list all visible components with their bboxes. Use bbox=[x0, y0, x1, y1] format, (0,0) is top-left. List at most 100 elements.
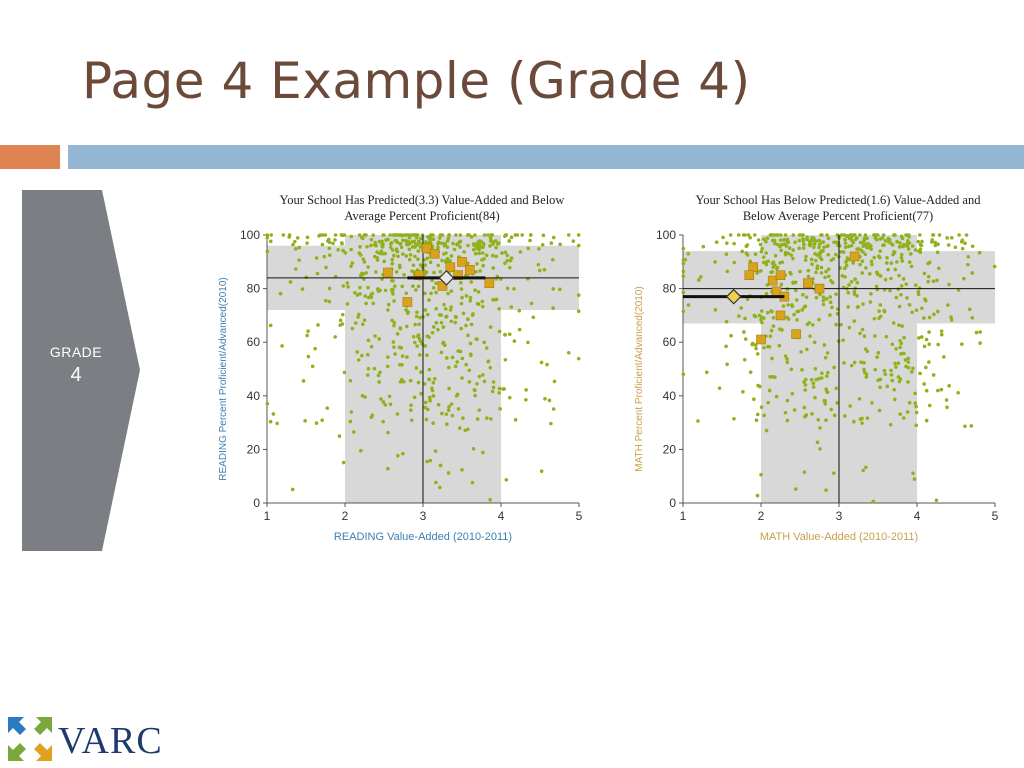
school-point bbox=[481, 450, 485, 455]
school-point bbox=[803, 414, 807, 419]
school-point bbox=[863, 243, 868, 248]
school-point bbox=[372, 254, 377, 259]
school-point bbox=[293, 239, 297, 244]
school-point bbox=[904, 282, 908, 286]
school-point bbox=[491, 385, 496, 390]
school-point bbox=[353, 290, 357, 295]
school-point bbox=[753, 233, 757, 237]
school-point bbox=[482, 340, 487, 345]
school-point bbox=[992, 264, 997, 269]
school-point bbox=[363, 395, 367, 399]
grade-label-group: GRADE 4 bbox=[22, 345, 130, 385]
school-point bbox=[349, 247, 353, 252]
school-point bbox=[843, 275, 847, 279]
school-point bbox=[436, 245, 440, 250]
school-point bbox=[819, 233, 823, 237]
y-tick-label: 40 bbox=[663, 389, 677, 403]
school-point bbox=[445, 239, 450, 243]
school-point bbox=[978, 341, 982, 345]
school-point bbox=[794, 298, 799, 302]
school-point bbox=[397, 263, 402, 268]
district-school-square bbox=[775, 270, 786, 280]
school-point bbox=[801, 292, 805, 297]
chart-title-line: Your School Has Below Predicted(1.6) Val… bbox=[696, 193, 982, 207]
school-point bbox=[872, 233, 877, 237]
school-point bbox=[576, 309, 581, 314]
school-point bbox=[404, 242, 409, 246]
school-point bbox=[790, 303, 794, 307]
school-point bbox=[481, 373, 485, 377]
school-point bbox=[898, 412, 903, 416]
school-point bbox=[576, 243, 581, 248]
school-point bbox=[732, 416, 736, 421]
school-point bbox=[342, 370, 347, 375]
school-point bbox=[826, 267, 831, 271]
school-point bbox=[846, 305, 851, 309]
school-point bbox=[291, 242, 295, 247]
school-point bbox=[360, 322, 365, 327]
school-point bbox=[416, 257, 420, 261]
school-point bbox=[278, 291, 283, 296]
school-point bbox=[434, 281, 438, 286]
school-point bbox=[801, 233, 805, 237]
school-point bbox=[475, 246, 479, 251]
school-point bbox=[934, 498, 939, 503]
school-point bbox=[771, 316, 776, 320]
school-point bbox=[505, 286, 510, 291]
x-tick-label: 3 bbox=[420, 509, 427, 523]
school-point bbox=[873, 334, 877, 338]
school-point bbox=[913, 248, 918, 252]
school-point bbox=[899, 341, 904, 346]
school-point bbox=[888, 288, 892, 293]
school-point bbox=[963, 424, 967, 429]
school-point bbox=[366, 295, 371, 300]
school-point bbox=[434, 320, 439, 325]
school-point bbox=[303, 419, 307, 423]
school-point bbox=[371, 233, 376, 237]
school-point bbox=[890, 342, 895, 347]
x-tick-label: 1 bbox=[680, 509, 687, 523]
school-point bbox=[883, 372, 888, 377]
school-point bbox=[400, 354, 405, 358]
school-point bbox=[821, 302, 826, 307]
school-point bbox=[800, 367, 804, 372]
school-point bbox=[383, 288, 388, 293]
y-tick-label: 100 bbox=[240, 228, 260, 242]
school-point bbox=[812, 242, 817, 246]
school-point bbox=[859, 248, 864, 253]
school-point bbox=[491, 297, 495, 302]
school-point bbox=[876, 254, 881, 258]
school-point bbox=[505, 253, 510, 258]
school-point bbox=[444, 412, 449, 416]
school-point bbox=[713, 260, 717, 264]
school-point bbox=[861, 468, 865, 473]
school-point bbox=[750, 342, 755, 347]
school-point bbox=[551, 257, 555, 262]
school-point bbox=[416, 333, 421, 337]
school-point bbox=[765, 310, 770, 315]
school-point bbox=[481, 304, 485, 309]
school-point bbox=[423, 405, 427, 410]
school-point bbox=[366, 373, 370, 377]
school-point bbox=[407, 257, 412, 262]
school-point bbox=[551, 287, 556, 291]
school-point bbox=[786, 317, 791, 321]
school-point bbox=[905, 410, 910, 414]
school-point bbox=[962, 276, 966, 281]
school-point bbox=[424, 240, 428, 244]
school-point bbox=[558, 287, 562, 292]
school-point bbox=[802, 405, 807, 410]
school-point bbox=[966, 254, 971, 259]
school-point bbox=[884, 334, 889, 339]
school-point bbox=[490, 389, 495, 394]
school-point bbox=[852, 419, 856, 424]
school-point bbox=[853, 237, 858, 242]
school-point bbox=[392, 299, 396, 303]
school-point bbox=[405, 324, 409, 329]
school-point bbox=[901, 244, 905, 249]
school-point bbox=[426, 312, 430, 317]
school-point bbox=[783, 354, 788, 358]
district-school-square bbox=[849, 251, 860, 262]
school-point bbox=[743, 337, 748, 341]
school-point bbox=[681, 274, 686, 279]
